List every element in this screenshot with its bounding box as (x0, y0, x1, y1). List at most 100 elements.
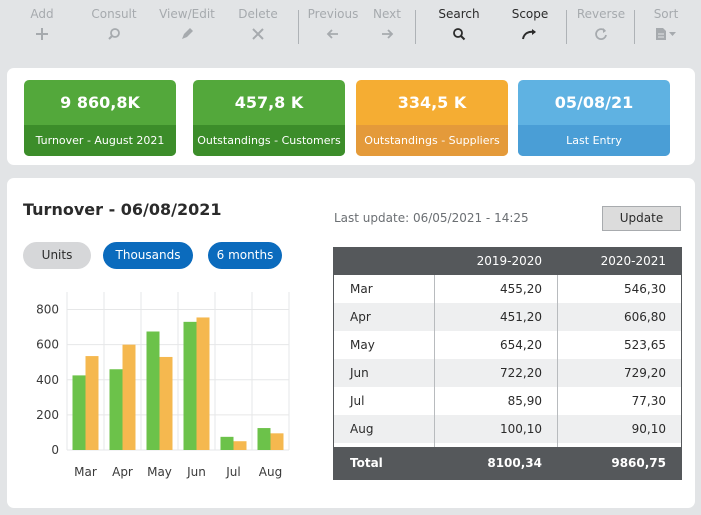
x-tick-label: Apr (112, 465, 133, 479)
row-value-2019-2020: 455,20 (500, 282, 542, 296)
row-value-2020-2021: 729,20 (624, 366, 666, 380)
add-label: Add (30, 7, 54, 21)
row-month: Aug (350, 422, 374, 436)
plus-icon (21, 22, 63, 44)
bar-apr-series-2[interactable] (122, 344, 136, 450)
y-tick-label: 200 (36, 408, 59, 422)
kpi-turnover[interactable]: 9 860,8K Turnover - August 2021 (24, 80, 176, 156)
row-value-2020-2021: 546,30 (624, 282, 666, 296)
kpi-outstandings-customers[interactable]: 457,8 K Outstandings - Customers (193, 80, 345, 156)
toolbar-separator (634, 10, 635, 44)
bar-jun-series-2[interactable] (196, 317, 210, 450)
row-value-2019-2020: 100,10 (500, 422, 542, 436)
row-value-2019-2020: 85,90 (507, 394, 542, 408)
bar-jun-series-1[interactable] (183, 321, 197, 450)
arrow-right-icon (370, 22, 404, 44)
toolbar: Add Consult View/Edit Delete Previous Ne… (0, 0, 701, 58)
kpi-value: 05/08/21 (554, 93, 634, 112)
row-value-2020-2021: 523,65 (624, 338, 666, 352)
kpi-caption: Turnover - August 2021 (24, 125, 176, 156)
view-edit-button[interactable]: View/Edit (156, 6, 218, 52)
row-month: Mar (350, 282, 373, 296)
bar-may-series-1[interactable] (146, 331, 160, 451)
table-row[interactable]: Apr 451,20 606,80 (334, 303, 681, 331)
x-icon (236, 22, 280, 44)
kpi-caption: Outstandings - Suppliers (356, 125, 508, 156)
magnifier-icon (86, 22, 142, 44)
kpi-value: 9 860,8K (60, 93, 140, 112)
search-label: Search (438, 7, 480, 21)
bar-mar-series-1[interactable] (72, 375, 86, 450)
delete-button[interactable]: Delete (236, 6, 280, 52)
bar-apr-series-1[interactable] (109, 369, 123, 450)
kpi-panel: 9 860,8K Turnover - August 2021 457,8 K … (7, 68, 695, 165)
add-button[interactable]: Add (21, 6, 63, 52)
table-total-row: Total 8100,34 9860,75 (334, 447, 681, 479)
last-update-text: Last update: 06/05/2021 - 14:25 (334, 211, 529, 225)
consult-button[interactable]: Consult (86, 6, 142, 52)
view-edit-label: View/Edit (159, 7, 215, 21)
toolbar-separator (298, 10, 299, 44)
y-tick-label: 800 (36, 303, 59, 317)
bar-aug-series-2[interactable] (270, 433, 284, 450)
total-label: Total (350, 456, 383, 470)
row-value-2020-2021: 90,10 (631, 422, 666, 436)
x-tick-label: Mar (74, 465, 97, 479)
row-value-2020-2021: 606,80 (624, 310, 666, 324)
previous-button[interactable]: Previous (306, 6, 360, 52)
toolbar-separator (566, 10, 567, 44)
row-month: May (350, 338, 375, 352)
kpi-value: 457,8 K (234, 93, 304, 112)
x-tick-label: Aug (259, 465, 282, 479)
sort-button[interactable]: Sort (646, 6, 686, 52)
row-value-2019-2020: 654,20 (500, 338, 542, 352)
table-header: 2019-2020 2020-2021 (334, 248, 681, 275)
x-tick-label: Jun (186, 465, 206, 479)
bar-mar-series-2[interactable] (85, 356, 99, 450)
row-month: Jun (350, 366, 369, 380)
column-divider (434, 275, 435, 447)
scope-label: Scope (511, 7, 549, 21)
reverse-button[interactable]: Reverse (576, 6, 626, 52)
y-tick-label: 600 (36, 338, 59, 352)
next-button[interactable]: Next (370, 6, 404, 52)
thousands-toggle[interactable]: Thousands (103, 242, 193, 269)
bar-aug-series-1[interactable] (257, 428, 271, 450)
table-row[interactable]: Mar 455,20 546,30 (334, 275, 681, 303)
row-value-2020-2021: 77,30 (631, 394, 666, 408)
consult-label: Consult (91, 7, 137, 21)
months-toggle[interactable]: 6 months (208, 242, 282, 269)
previous-label: Previous (307, 7, 359, 21)
search-icon (435, 22, 483, 44)
table-row[interactable]: Jul 85,90 77,30 (334, 387, 681, 415)
total-2019-2020: 8100,34 (487, 456, 542, 470)
table-row[interactable]: Aug 100,10 90,10 (334, 415, 681, 443)
table-row[interactable]: Jun 722,20 729,20 (334, 359, 681, 387)
kpi-caption: Last Entry (518, 125, 670, 156)
turnover-table: 2019-2020 2020-2021 Mar 455,20 546,30 Ap… (333, 247, 682, 480)
page-title: Turnover - 06/08/2021 (23, 200, 222, 219)
refresh-icon (576, 22, 626, 44)
update-button[interactable]: Update (602, 206, 681, 231)
scope-button[interactable]: Scope (508, 6, 552, 52)
kpi-last-entry[interactable]: 05/08/21 Last Entry (518, 80, 670, 156)
table-row[interactable]: May 654,20 523,65 (334, 331, 681, 359)
bar-may-series-2[interactable] (159, 356, 173, 450)
column-header-2019-2020: 2019-2020 (476, 254, 542, 268)
arrow-left-icon (306, 22, 360, 44)
sort-label: Sort (653, 7, 679, 21)
kpi-outstandings-suppliers[interactable]: 334,5 K Outstandings - Suppliers (356, 80, 508, 156)
x-tick-label: May (147, 465, 172, 479)
kpi-caption: Outstandings - Customers (193, 125, 345, 156)
toolbar-separator (415, 10, 416, 44)
turnover-panel: Turnover - 06/08/2021 Last update: 06/05… (7, 178, 695, 508)
bar-jul-series-2[interactable] (233, 441, 247, 450)
curved-arrow-icon (508, 22, 552, 44)
delete-label: Delete (238, 7, 278, 21)
reverse-label: Reverse (576, 7, 626, 21)
total-2020-2021: 9860,75 (611, 456, 666, 470)
units-toggle[interactable]: Units (23, 242, 91, 269)
search-button[interactable]: Search (435, 6, 483, 52)
bar-jul-series-1[interactable] (220, 436, 234, 450)
row-value-2019-2020: 722,20 (500, 366, 542, 380)
